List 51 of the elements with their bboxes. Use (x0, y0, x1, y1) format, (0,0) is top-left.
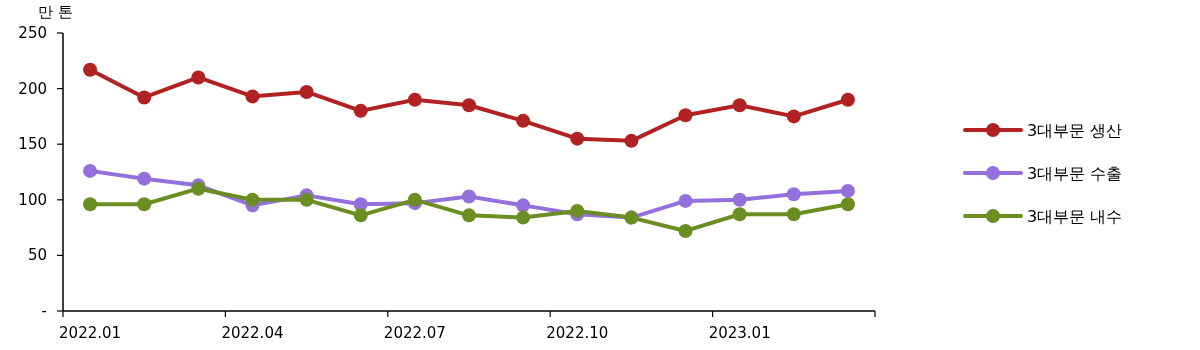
point (516, 198, 531, 213)
point (516, 113, 531, 128)
point (191, 70, 206, 85)
point (462, 98, 476, 113)
point (624, 133, 639, 148)
point (353, 208, 368, 223)
point (516, 210, 531, 225)
x-tick-label: 2022.01 (59, 324, 122, 342)
point (137, 90, 152, 105)
point (786, 109, 801, 124)
x-tick-label: 2022.10 (546, 324, 609, 342)
point (732, 207, 747, 222)
y-axis-title: 만 톤 (38, 3, 73, 21)
y-tick-label: 250 (18, 24, 47, 42)
x-tick-label: 2022.04 (221, 324, 284, 342)
point (137, 197, 152, 212)
point (407, 192, 422, 207)
y-tick-label: 100 (18, 190, 47, 209)
point (678, 108, 693, 123)
point (570, 131, 585, 146)
y-tick-label: - (41, 302, 47, 320)
point (462, 208, 476, 223)
point (137, 171, 152, 186)
point (299, 84, 314, 99)
point (786, 207, 801, 222)
point (83, 163, 98, 178)
point (353, 103, 368, 118)
point (678, 223, 693, 238)
point (299, 192, 314, 207)
y-tick-label: 200 (18, 79, 47, 98)
y-tick-label: 50 (27, 246, 47, 265)
point (245, 89, 260, 104)
point (786, 187, 801, 202)
point (407, 92, 422, 107)
point (462, 189, 476, 204)
point (570, 203, 585, 218)
point (245, 192, 260, 207)
point (83, 197, 98, 212)
y-tick-label: 150 (18, 135, 47, 154)
point (732, 98, 747, 113)
point (732, 192, 747, 207)
x-tick-label: 2022.07 (383, 324, 446, 342)
point (678, 193, 693, 208)
legend-label: 3대부문 생산 (1027, 121, 1123, 140)
x-tick-label: 2023.01 (708, 324, 771, 342)
legend-label: 3대부문 수출 (1027, 164, 1123, 183)
point (840, 92, 855, 107)
point (83, 62, 98, 77)
point (840, 197, 855, 212)
point (840, 183, 855, 198)
legend-label: 3대부문 내수 (1027, 207, 1123, 226)
